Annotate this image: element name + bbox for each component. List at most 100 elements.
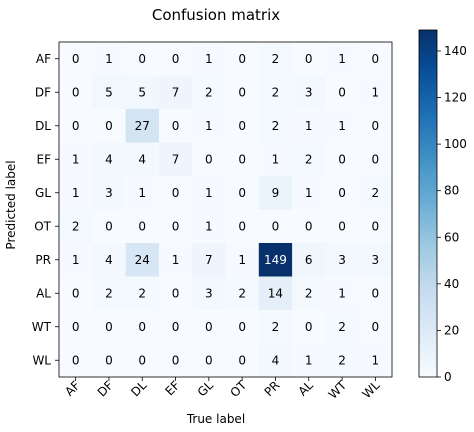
y-tick-label: OT bbox=[34, 219, 51, 233]
heatmap-cell bbox=[192, 276, 226, 311]
y-tick-label: EF bbox=[37, 152, 52, 166]
cell-value-label: 4 bbox=[105, 152, 113, 166]
heatmap-cell bbox=[258, 276, 293, 311]
heatmap-cell bbox=[358, 343, 393, 378]
heatmap-cell bbox=[158, 176, 193, 210]
y-axis-label: Predicted label bbox=[4, 160, 18, 249]
heatmap-cell bbox=[358, 310, 393, 344]
cell-value-label: 1 bbox=[205, 219, 213, 233]
cell-value-label: 0 bbox=[305, 52, 313, 66]
cell-value-label: 2 bbox=[338, 353, 346, 367]
cell-value-label: 3 bbox=[372, 253, 380, 267]
cell-value-label: 2 bbox=[272, 119, 280, 133]
cell-value-label: 1 bbox=[338, 119, 346, 133]
cell-value-label: 0 bbox=[238, 152, 246, 166]
colorbar-tick-label: 100 bbox=[444, 137, 467, 151]
cell-value-label: 0 bbox=[372, 119, 380, 133]
cell-value-label: 1 bbox=[238, 253, 246, 267]
heatmap-cell bbox=[92, 310, 127, 344]
cell-value-label: 2 bbox=[272, 320, 280, 334]
cell-value-label: 0 bbox=[72, 52, 80, 66]
x-tick-label: AL bbox=[295, 378, 316, 399]
cell-value-label: 0 bbox=[205, 353, 213, 367]
colorbar-tick-label: 80 bbox=[444, 184, 459, 198]
x-tick-label: DL bbox=[128, 378, 149, 399]
cell-value-label: 1 bbox=[205, 119, 213, 133]
cell-value-label: 0 bbox=[138, 219, 146, 233]
cell-value-label: 0 bbox=[238, 85, 246, 99]
heatmap-cell bbox=[292, 276, 326, 311]
heatmap-cell bbox=[59, 276, 93, 311]
cell-value-label: 1 bbox=[372, 353, 380, 367]
cell-value-label: 1 bbox=[172, 253, 180, 267]
cell-value-label: 0 bbox=[238, 52, 246, 66]
heatmap-cell bbox=[158, 243, 193, 277]
cell-value-label: 0 bbox=[272, 219, 280, 233]
heatmap-cell bbox=[92, 276, 127, 311]
heatmap-cell bbox=[225, 75, 260, 110]
cell-value-label: 2 bbox=[272, 85, 280, 99]
heatmap-cell bbox=[292, 209, 326, 244]
heatmap-cell bbox=[358, 276, 393, 311]
cell-value-label: 2 bbox=[305, 286, 313, 300]
cell-value-label: 1 bbox=[338, 52, 346, 66]
y-tick-labels: AF DF DL EF GL OT PR AL WT WL bbox=[32, 52, 59, 367]
cell-value-label: 0 bbox=[172, 320, 180, 334]
cell-value-label: 0 bbox=[172, 219, 180, 233]
cell-value-label: 0 bbox=[238, 320, 246, 334]
cell-value-label: 0 bbox=[372, 52, 380, 66]
heatmap-cell bbox=[59, 42, 93, 76]
heatmap-cell bbox=[358, 42, 393, 76]
heatmap-cell bbox=[258, 243, 293, 277]
cell-value-label: 2 bbox=[138, 286, 146, 300]
heatmap-cell bbox=[192, 42, 226, 76]
cell-value-label: 0 bbox=[72, 320, 80, 334]
colorbar-tick-label: 120 bbox=[444, 91, 467, 105]
heatmap-cell bbox=[225, 276, 260, 311]
cell-value-label: 7 bbox=[205, 253, 213, 267]
cell-value-label: 1 bbox=[205, 186, 213, 200]
cell-value-label: 4 bbox=[138, 152, 146, 166]
heatmap-cell bbox=[59, 176, 93, 210]
heatmap-cell bbox=[92, 209, 127, 244]
cell-value-label: 5 bbox=[105, 85, 113, 99]
heatmap-cell bbox=[358, 109, 393, 143]
cell-value-label: 0 bbox=[238, 119, 246, 133]
heatmap-cell bbox=[92, 243, 127, 277]
heatmap-cell bbox=[325, 142, 360, 177]
heatmap-cell bbox=[225, 209, 260, 244]
heatmap-cell bbox=[125, 276, 160, 311]
colorbar-tick-label: 20 bbox=[444, 323, 459, 337]
heatmap-cell bbox=[292, 310, 326, 344]
cell-value-label: 2 bbox=[238, 286, 246, 300]
chart-title: Confusion matrix bbox=[152, 6, 280, 24]
heatmap-cells: 0 1 0 0 1 0 2 0 1 00 5 5 7 2 0 2 3 0 10 0 27 0 1 0 2 1 1 01 4 4 7 0 0 1 2 0… bbox=[59, 42, 393, 378]
heatmap-cell bbox=[325, 243, 360, 277]
y-tick-label: WL bbox=[32, 353, 51, 367]
heatmap-cell bbox=[92, 176, 127, 210]
cell-value-label: 0 bbox=[138, 353, 146, 367]
cell-value-label: 0 bbox=[305, 219, 313, 233]
heatmap-cell bbox=[125, 75, 160, 110]
heatmap-cell bbox=[358, 75, 393, 110]
heatmap-cell bbox=[59, 142, 93, 177]
heatmap-cell bbox=[358, 209, 393, 244]
heatmap-cell bbox=[325, 75, 360, 110]
cell-value-label: 2 bbox=[338, 320, 346, 334]
cell-value-label: 2 bbox=[272, 52, 280, 66]
y-tick-label: DL bbox=[35, 119, 51, 133]
x-tick-label: PR bbox=[262, 378, 283, 399]
cell-value-label: 1 bbox=[372, 85, 380, 99]
heatmap-cell bbox=[258, 176, 293, 210]
heatmap-cell bbox=[192, 75, 226, 110]
x-tick-label: OT bbox=[228, 378, 250, 400]
cell-value-label: 0 bbox=[372, 286, 380, 300]
heatmap-cell bbox=[292, 109, 326, 143]
y-tick-label: DF bbox=[35, 85, 51, 99]
heatmap-cell bbox=[258, 142, 293, 177]
cell-value-label: 14 bbox=[268, 286, 283, 300]
cell-value-label: 3 bbox=[305, 85, 313, 99]
heatmap-cell bbox=[158, 343, 193, 378]
cell-value-label: 0 bbox=[72, 353, 80, 367]
